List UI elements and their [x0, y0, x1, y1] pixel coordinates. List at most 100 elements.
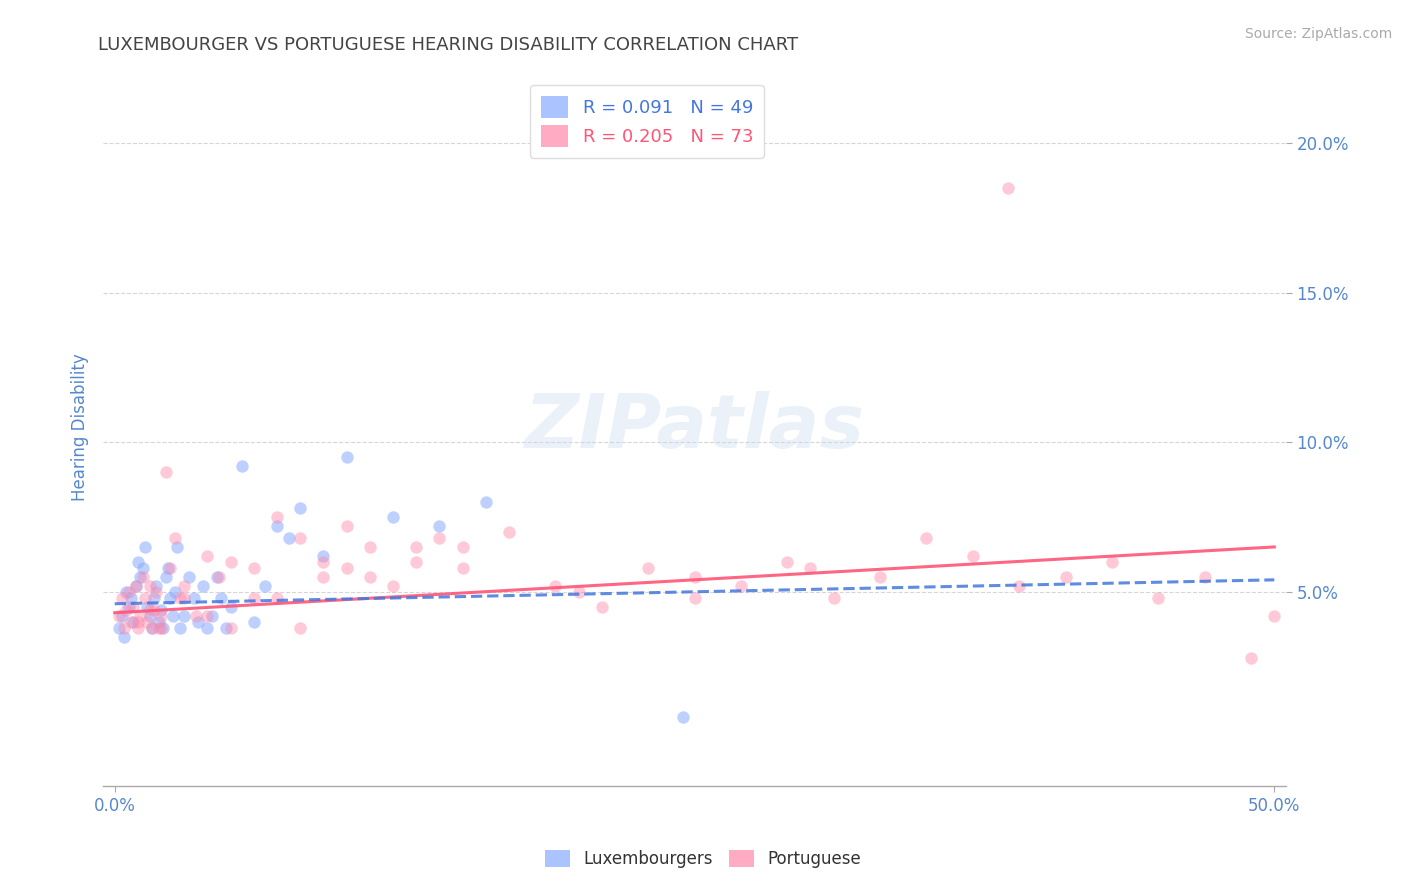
Point — [177, 570, 200, 584]
Point — [173, 608, 195, 623]
Point — [155, 570, 177, 584]
Point — [173, 591, 195, 605]
Point — [1240, 650, 1263, 665]
Text: LUXEMBOURGER VS PORTUGUESE HEARING DISABILITY CORRELATION CHART: LUXEMBOURGER VS PORTUGUESE HEARING DISAB… — [98, 36, 799, 54]
Point — [117, 584, 139, 599]
Y-axis label: Hearing Disability: Hearing Disability — [72, 353, 89, 501]
Point — [117, 599, 139, 614]
Point — [129, 570, 152, 584]
Point — [475, 495, 498, 509]
Point — [138, 608, 160, 623]
Point — [163, 531, 186, 545]
Point — [1263, 608, 1285, 623]
Point — [219, 555, 242, 569]
Point — [169, 621, 191, 635]
Text: ZIPatlas: ZIPatlas — [524, 391, 865, 464]
Point — [108, 608, 131, 623]
Point — [1101, 555, 1123, 569]
Point — [219, 621, 242, 635]
Point — [290, 531, 312, 545]
Point — [131, 561, 153, 575]
Point — [243, 615, 266, 629]
Point — [157, 561, 180, 575]
Point — [336, 519, 359, 533]
Point — [498, 524, 520, 539]
Point — [162, 608, 184, 623]
Point — [145, 579, 167, 593]
Point — [359, 570, 381, 584]
Point — [429, 531, 451, 545]
Point — [138, 579, 160, 593]
Point — [254, 579, 277, 593]
Point — [143, 591, 166, 605]
Point — [683, 591, 706, 605]
Point — [205, 570, 228, 584]
Point — [120, 615, 142, 629]
Point — [336, 561, 359, 575]
Point — [209, 591, 232, 605]
Point — [183, 591, 205, 605]
Point — [145, 584, 167, 599]
Point — [544, 579, 567, 593]
Point — [129, 608, 152, 623]
Point — [197, 608, 219, 623]
Point — [567, 584, 589, 599]
Point — [336, 450, 359, 465]
Point — [683, 570, 706, 584]
Point — [243, 591, 266, 605]
Point — [451, 561, 474, 575]
Point — [136, 599, 159, 614]
Legend: Luxembourgers, Portuguese: Luxembourgers, Portuguese — [538, 843, 868, 875]
Point — [312, 549, 335, 563]
Point — [138, 603, 160, 617]
Point — [197, 621, 219, 635]
Point — [451, 540, 474, 554]
Point — [243, 561, 266, 575]
Point — [382, 579, 405, 593]
Point — [197, 549, 219, 563]
Point — [112, 630, 135, 644]
Point — [115, 603, 138, 617]
Point — [915, 531, 938, 545]
Point — [869, 570, 891, 584]
Point — [159, 561, 181, 575]
Point — [312, 555, 335, 569]
Point — [290, 621, 312, 635]
Point — [173, 579, 195, 593]
Point — [127, 621, 149, 635]
Point — [266, 591, 288, 605]
Point — [382, 510, 405, 524]
Point — [266, 510, 288, 524]
Point — [122, 615, 145, 629]
Point — [111, 608, 134, 623]
Point — [1194, 570, 1216, 584]
Point — [131, 570, 153, 584]
Point — [962, 549, 984, 563]
Point — [120, 591, 142, 605]
Point — [429, 519, 451, 533]
Point — [127, 615, 149, 629]
Point — [163, 584, 186, 599]
Point — [150, 603, 173, 617]
Point — [111, 591, 134, 605]
Point — [359, 540, 381, 554]
Point — [277, 531, 299, 545]
Legend: R = 0.091   N = 49, R = 0.205   N = 73: R = 0.091 N = 49, R = 0.205 N = 73 — [530, 85, 763, 158]
Point — [134, 540, 156, 554]
Point — [231, 459, 253, 474]
Point — [997, 181, 1019, 195]
Point — [266, 519, 288, 533]
Point — [191, 579, 214, 593]
Point — [201, 608, 224, 623]
Point — [150, 608, 173, 623]
Point — [290, 501, 312, 516]
Point — [115, 584, 138, 599]
Point — [1147, 591, 1170, 605]
Point — [208, 570, 231, 584]
Point — [108, 621, 131, 635]
Point — [159, 591, 181, 605]
Point — [155, 465, 177, 479]
Point — [143, 603, 166, 617]
Point — [672, 710, 695, 724]
Point — [405, 540, 427, 554]
